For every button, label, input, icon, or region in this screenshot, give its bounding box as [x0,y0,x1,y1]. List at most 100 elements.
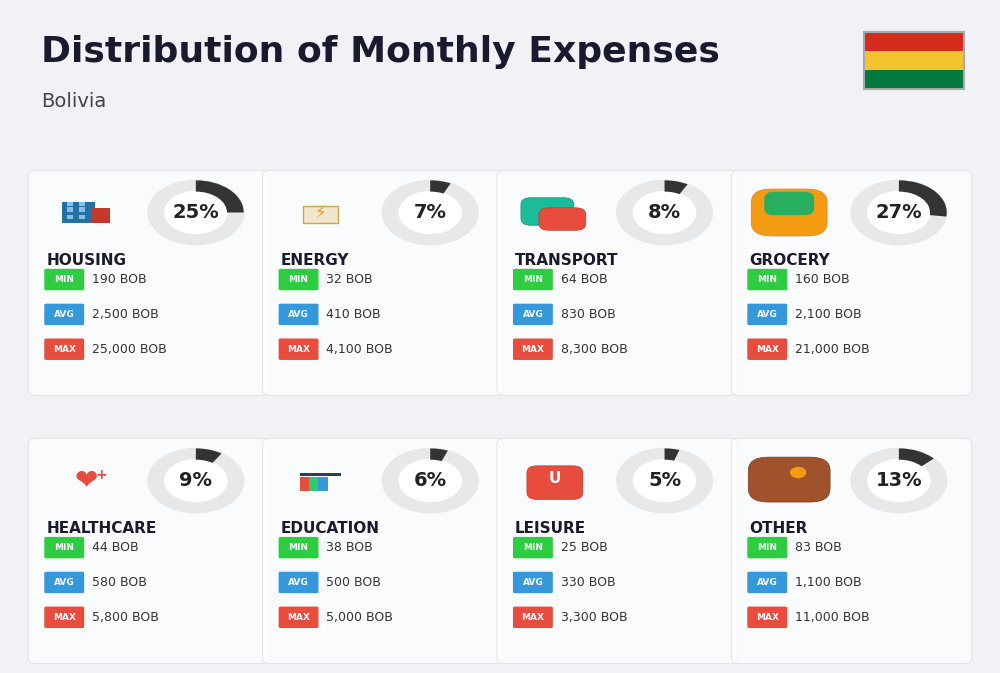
Circle shape [399,460,461,501]
Text: ENERGY: ENERGY [281,253,349,268]
Circle shape [617,180,712,245]
FancyBboxPatch shape [279,537,319,559]
Text: 2,100 BOB: 2,100 BOB [795,308,862,321]
Text: 1,100 BOB: 1,100 BOB [795,576,862,589]
FancyBboxPatch shape [747,269,787,290]
FancyBboxPatch shape [44,304,84,325]
Wedge shape [899,180,947,217]
FancyBboxPatch shape [44,339,84,360]
Wedge shape [196,448,221,463]
Text: MAX: MAX [287,613,310,622]
FancyBboxPatch shape [44,606,84,628]
FancyBboxPatch shape [513,572,553,593]
Text: MAX: MAX [53,613,76,622]
Circle shape [382,448,478,513]
FancyBboxPatch shape [67,215,73,219]
FancyBboxPatch shape [300,476,310,491]
FancyBboxPatch shape [263,170,503,396]
Wedge shape [430,448,448,461]
FancyBboxPatch shape [67,203,73,207]
FancyBboxPatch shape [731,438,972,664]
Text: 21,000 BOB: 21,000 BOB [795,343,870,356]
Text: MIN: MIN [523,543,543,552]
FancyBboxPatch shape [44,269,84,290]
Text: 5%: 5% [648,471,681,490]
FancyBboxPatch shape [279,606,319,628]
Text: HEALTHCARE: HEALTHCARE [46,521,157,536]
FancyBboxPatch shape [497,438,737,664]
FancyBboxPatch shape [513,537,553,559]
Text: MIN: MIN [289,275,309,284]
Text: MAX: MAX [287,345,310,354]
Circle shape [851,180,947,245]
FancyBboxPatch shape [513,304,553,325]
Text: 9%: 9% [179,471,212,490]
Text: 32 BOB: 32 BOB [326,273,373,286]
FancyBboxPatch shape [44,572,84,593]
FancyBboxPatch shape [279,304,319,325]
Circle shape [617,448,712,513]
Circle shape [148,180,244,245]
Text: LEISURE: LEISURE [515,521,586,536]
Text: MAX: MAX [756,345,779,354]
Text: 2,500 BOB: 2,500 BOB [92,308,159,321]
Text: 830 BOB: 830 BOB [561,308,616,321]
Text: AVG: AVG [54,310,75,319]
FancyBboxPatch shape [747,304,787,325]
FancyBboxPatch shape [751,189,827,236]
Text: AVG: AVG [288,578,309,587]
Text: +: + [95,468,107,482]
FancyBboxPatch shape [513,269,553,290]
FancyBboxPatch shape [747,606,787,628]
Text: GROCERY: GROCERY [749,253,830,268]
FancyBboxPatch shape [527,466,583,499]
Text: 11,000 BOB: 11,000 BOB [795,611,870,624]
Text: EDUCATION: EDUCATION [281,521,380,536]
FancyBboxPatch shape [747,537,787,559]
Circle shape [868,192,930,234]
Text: Bolivia: Bolivia [41,92,107,111]
Circle shape [148,448,244,513]
Text: ⚡: ⚡ [315,205,326,223]
Circle shape [399,192,461,234]
FancyBboxPatch shape [62,203,95,223]
Text: MAX: MAX [521,613,544,622]
Text: MAX: MAX [756,613,779,622]
FancyBboxPatch shape [79,203,85,207]
FancyBboxPatch shape [279,572,319,593]
Text: 25 BOB: 25 BOB [561,541,608,554]
Wedge shape [899,448,934,466]
Text: MIN: MIN [523,275,543,284]
FancyBboxPatch shape [28,170,269,396]
Text: 25%: 25% [172,203,219,222]
FancyBboxPatch shape [309,476,319,491]
Text: AVG: AVG [757,310,778,319]
Text: 38 BOB: 38 BOB [326,541,373,554]
Text: 190 BOB: 190 BOB [92,273,147,286]
Text: Distribution of Monthly Expenses: Distribution of Monthly Expenses [41,35,720,69]
Wedge shape [196,180,244,213]
Text: MIN: MIN [54,275,74,284]
Text: 3,300 BOB: 3,300 BOB [561,611,627,624]
FancyBboxPatch shape [79,215,85,219]
Wedge shape [665,448,679,461]
Text: HOUSING: HOUSING [46,253,126,268]
Text: 13%: 13% [876,471,922,490]
Text: 330 BOB: 330 BOB [561,576,615,589]
Text: 5,000 BOB: 5,000 BOB [326,611,393,624]
FancyBboxPatch shape [513,339,553,360]
FancyBboxPatch shape [303,207,338,223]
FancyBboxPatch shape [28,438,269,664]
FancyBboxPatch shape [67,207,73,211]
Text: 160 BOB: 160 BOB [795,273,850,286]
Text: 8,300 BOB: 8,300 BOB [561,343,628,356]
Text: AVG: AVG [757,578,778,587]
FancyBboxPatch shape [747,339,787,360]
FancyBboxPatch shape [764,192,814,215]
FancyBboxPatch shape [747,572,787,593]
Circle shape [633,192,696,234]
Text: MIN: MIN [757,275,777,284]
Text: 580 BOB: 580 BOB [92,576,147,589]
FancyBboxPatch shape [279,339,319,360]
FancyBboxPatch shape [92,209,110,223]
